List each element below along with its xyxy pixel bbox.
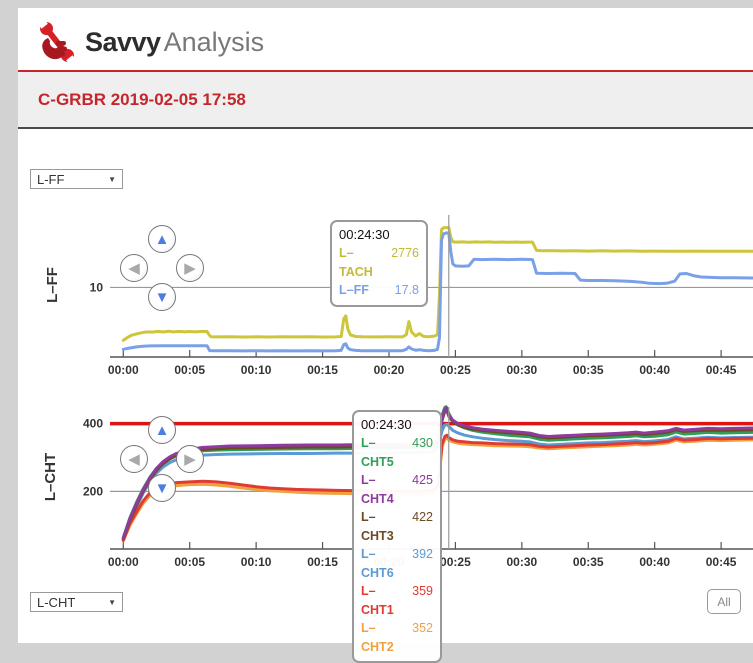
x-tick-label: 00:05 bbox=[174, 363, 205, 377]
x-tick-label: 00:10 bbox=[241, 555, 272, 569]
parameter-select-top-value: L-FF bbox=[37, 171, 65, 187]
up-arrow-icon: ▲ bbox=[154, 230, 170, 248]
select-caret-icon: ▼ bbox=[108, 174, 116, 184]
x-tick-label: 00:30 bbox=[506, 363, 537, 377]
chart1-tooltip: 00:24:30 L–TACH 2776 L–FF 17.8 bbox=[330, 220, 428, 307]
tooltip-row: L–CHT2 352 bbox=[361, 619, 433, 656]
down-arrow-icon: ▼ bbox=[154, 479, 170, 497]
right-arrow-icon: ▶ bbox=[184, 450, 196, 468]
pan-down-button[interactable]: ▼ bbox=[148, 474, 176, 502]
tooltip-series-value: 392 bbox=[412, 547, 433, 561]
brand-light: Analysis bbox=[163, 26, 265, 57]
pan-right-button[interactable]: ▶ bbox=[176, 254, 204, 282]
tooltip-series-name: L–CHT1 bbox=[361, 584, 394, 617]
x-tick-label: 00:25 bbox=[440, 555, 471, 569]
fist-wrench-icon bbox=[36, 18, 78, 66]
up-arrow-icon: ▲ bbox=[154, 421, 170, 439]
tooltip-row: L–CHT1 359 bbox=[361, 582, 433, 619]
pan-up-button[interactable]: ▲ bbox=[148, 225, 176, 253]
tooltip-series-name: L–CHT3 bbox=[361, 510, 394, 543]
y-tick-label: 10 bbox=[90, 280, 104, 294]
tooltip-series-value: 2776 bbox=[391, 246, 419, 260]
tooltip-row: L–CHT6 392 bbox=[361, 545, 433, 582]
y-tick-label: 400 bbox=[83, 417, 103, 431]
left-arrow-icon: ◀ bbox=[128, 259, 140, 277]
pan-left-button[interactable]: ◀ bbox=[120, 445, 148, 473]
x-tick-label: 00:35 bbox=[573, 363, 604, 377]
x-tick-label: 00:45 bbox=[706, 363, 737, 377]
flight-title: C-GRBR 2019-02-05 17:58 bbox=[38, 89, 246, 109]
tooltip-rows: L–CHT5 430 L–CHT4 425 L–CHT3 422 L–CHT6 392 L–CH… bbox=[361, 434, 433, 656]
tooltip-series-name: L–TACH bbox=[339, 246, 373, 279]
down-arrow-icon: ▼ bbox=[154, 288, 170, 306]
chart-1: 00:00 00:05 00:10 00:15 00:20 00:25 00:30 00:35… bbox=[44, 215, 753, 377]
tooltip-row: L–CHT3 422 bbox=[361, 508, 433, 545]
tooltip-row: L–CHT5 430 bbox=[361, 434, 433, 471]
y-tick-label: 200 bbox=[83, 484, 103, 498]
tooltip-series-name: L–CHT2 bbox=[361, 621, 394, 654]
tooltip-series-value: 422 bbox=[412, 510, 433, 524]
pan-down-button[interactable]: ▼ bbox=[148, 283, 176, 311]
left-arrow-icon: ◀ bbox=[128, 450, 140, 468]
brand: Savvy Analysis bbox=[36, 18, 264, 66]
x-tick-label: 00:00 bbox=[108, 363, 139, 377]
y-axis-title: L–CHT bbox=[42, 453, 59, 501]
tooltip-series-value: 430 bbox=[412, 436, 433, 450]
pan-up-button[interactable]: ▲ bbox=[148, 416, 176, 444]
tooltip-series-value: 359 bbox=[412, 584, 433, 598]
parameter-select-bottom[interactable]: L-CHT ▼ bbox=[30, 592, 123, 612]
tooltip-time: 00:24:30 bbox=[339, 227, 390, 242]
tooltip-series-name: L–CHT6 bbox=[361, 547, 394, 580]
tooltip-rows: L–TACH 2776 L–FF 17.8 bbox=[339, 244, 419, 300]
y-axis-title: L–FF bbox=[44, 267, 61, 303]
pan-left-button[interactable]: ◀ bbox=[120, 254, 148, 282]
brand-text: Savvy Analysis bbox=[85, 27, 264, 58]
tooltip-row: L–CHT4 425 bbox=[361, 471, 433, 508]
tooltip-series-name: L–CHT5 bbox=[361, 436, 394, 469]
pan-right-button[interactable]: ▶ bbox=[176, 445, 204, 473]
tooltip-series-name: L–FF bbox=[339, 283, 369, 297]
x-tick-label: 00:30 bbox=[506, 555, 537, 569]
select-caret-icon: ▼ bbox=[108, 597, 116, 607]
red-divider bbox=[18, 70, 753, 72]
chart2-tooltip: 00:24:30 L–CHT5 430 L–CHT4 425 L–CHT3 422 L–CH… bbox=[352, 410, 442, 663]
series-line-L-TACH bbox=[121, 226, 753, 342]
tooltip-series-name: L–CHT4 bbox=[361, 473, 394, 506]
x-tick-label: 00:15 bbox=[307, 555, 338, 569]
series-line-L-FF bbox=[121, 231, 753, 353]
tooltip-row: L–TACH 2776 bbox=[339, 244, 419, 281]
show-all-button[interactable]: All bbox=[707, 589, 741, 614]
tooltip-series-value: 17.8 bbox=[394, 283, 419, 297]
x-tick-label: 00:40 bbox=[639, 555, 670, 569]
brand-bold: Savvy bbox=[85, 26, 161, 57]
x-tick-label: 00:25 bbox=[440, 363, 471, 377]
parameter-select-bottom-value: L-CHT bbox=[37, 594, 76, 610]
x-tick-label: 00:05 bbox=[174, 555, 205, 569]
tooltip-time: 00:24:30 bbox=[361, 417, 412, 432]
tooltip-row: L–FF 17.8 bbox=[339, 281, 419, 300]
x-tick-label: 00:00 bbox=[108, 555, 139, 569]
x-tick-label: 00:15 bbox=[307, 363, 338, 377]
parameter-select-top[interactable]: L-FF ▼ bbox=[30, 169, 123, 189]
tooltip-series-value: 352 bbox=[412, 621, 433, 635]
x-tick-label: 00:10 bbox=[241, 363, 272, 377]
x-tick-label: 00:35 bbox=[573, 555, 604, 569]
x-tick-label: 00:20 bbox=[374, 363, 405, 377]
dark-divider bbox=[18, 127, 753, 129]
right-arrow-icon: ▶ bbox=[184, 259, 196, 277]
flight-title-bar: C-GRBR 2019-02-05 17:58 bbox=[18, 72, 753, 127]
x-tick-label: 00:40 bbox=[639, 363, 670, 377]
tooltip-series-value: 425 bbox=[412, 473, 433, 487]
x-tick-label: 00:45 bbox=[706, 555, 737, 569]
